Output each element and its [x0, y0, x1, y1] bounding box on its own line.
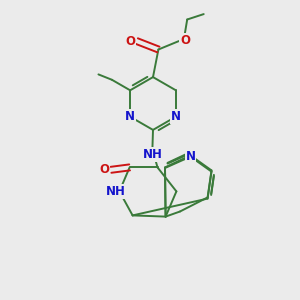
Text: O: O: [125, 34, 135, 48]
Text: N: N: [171, 110, 181, 123]
Text: O: O: [180, 34, 190, 47]
Text: NH: NH: [142, 148, 162, 161]
Text: N: N: [185, 150, 196, 163]
Text: NH: NH: [106, 185, 126, 198]
Text: N: N: [125, 110, 135, 123]
Text: O: O: [99, 163, 110, 176]
